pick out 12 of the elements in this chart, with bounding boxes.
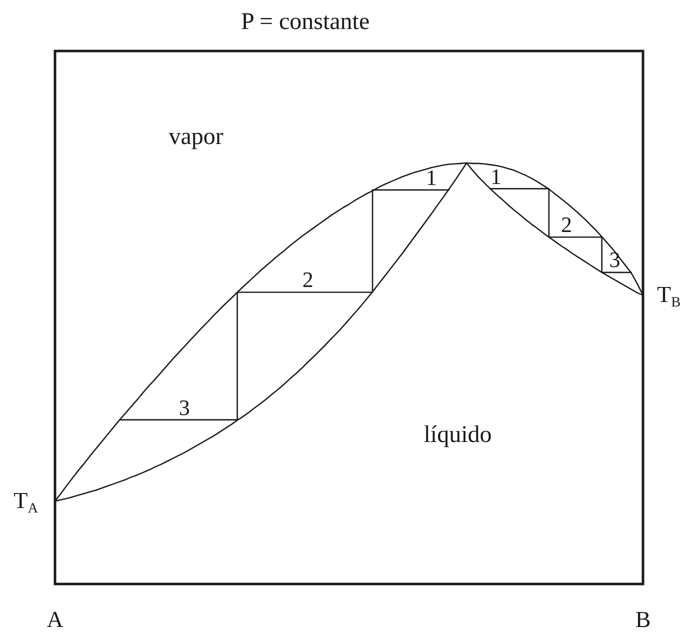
annotation: T$_{B}$ bbox=[657, 282, 681, 311]
annotation: T$_{A}$ bbox=[14, 488, 38, 517]
annotation: 3 bbox=[178, 394, 190, 420]
x-tick-label: A bbox=[46, 607, 64, 632]
annotation: 1 bbox=[426, 164, 437, 190]
annotation: 2 bbox=[561, 212, 572, 238]
text: vapor bbox=[168, 124, 224, 150]
annotation: líquido bbox=[424, 422, 492, 448]
annotation: 2 bbox=[302, 267, 314, 292]
chart-title: P = constante bbox=[241, 9, 370, 35]
annotation: 1 bbox=[490, 164, 502, 189]
x-tick-label: B bbox=[635, 607, 651, 632]
